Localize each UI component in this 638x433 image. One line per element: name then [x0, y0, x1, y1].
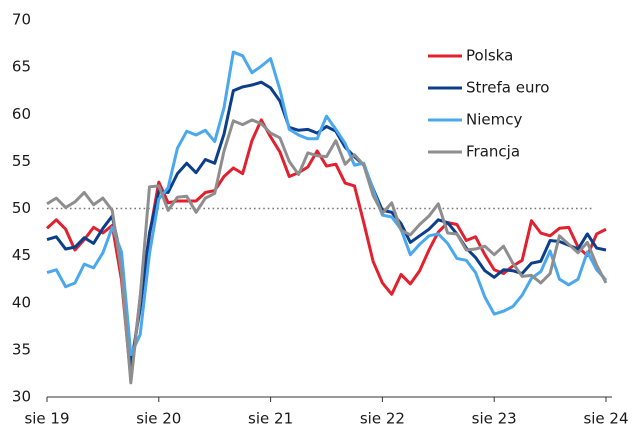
y-tick-label: 30 [12, 388, 31, 406]
legend-label: Strefa euro [466, 79, 549, 97]
x-tick-label: sie 21 [248, 410, 293, 428]
y-tick-label: 60 [12, 105, 31, 123]
legend-label: Niemcy [466, 111, 522, 129]
y-tick-label: 55 [12, 152, 31, 170]
legend-label: Francja [466, 143, 520, 161]
x-tick-label: sie 19 [24, 410, 69, 428]
y-tick-label: 50 [12, 199, 31, 217]
series-line [46, 50, 608, 357]
y-tick-label: 40 [12, 293, 31, 311]
y-tick-label: 65 [12, 58, 31, 76]
y-tick-label: 45 [12, 246, 31, 264]
x-tick-label: sie 22 [360, 410, 405, 428]
y-tick-label: 70 [12, 11, 31, 29]
x-tick-label: sie 24 [583, 410, 628, 428]
series-line [46, 118, 608, 385]
x-tick-label: sie 23 [472, 410, 517, 428]
y-tick-label: 35 [12, 340, 31, 358]
legend-label: Polska [466, 47, 513, 65]
legend: Polska Strefa euro Niemcy Francja [428, 47, 549, 161]
x-tick-label: sie 20 [136, 410, 181, 428]
